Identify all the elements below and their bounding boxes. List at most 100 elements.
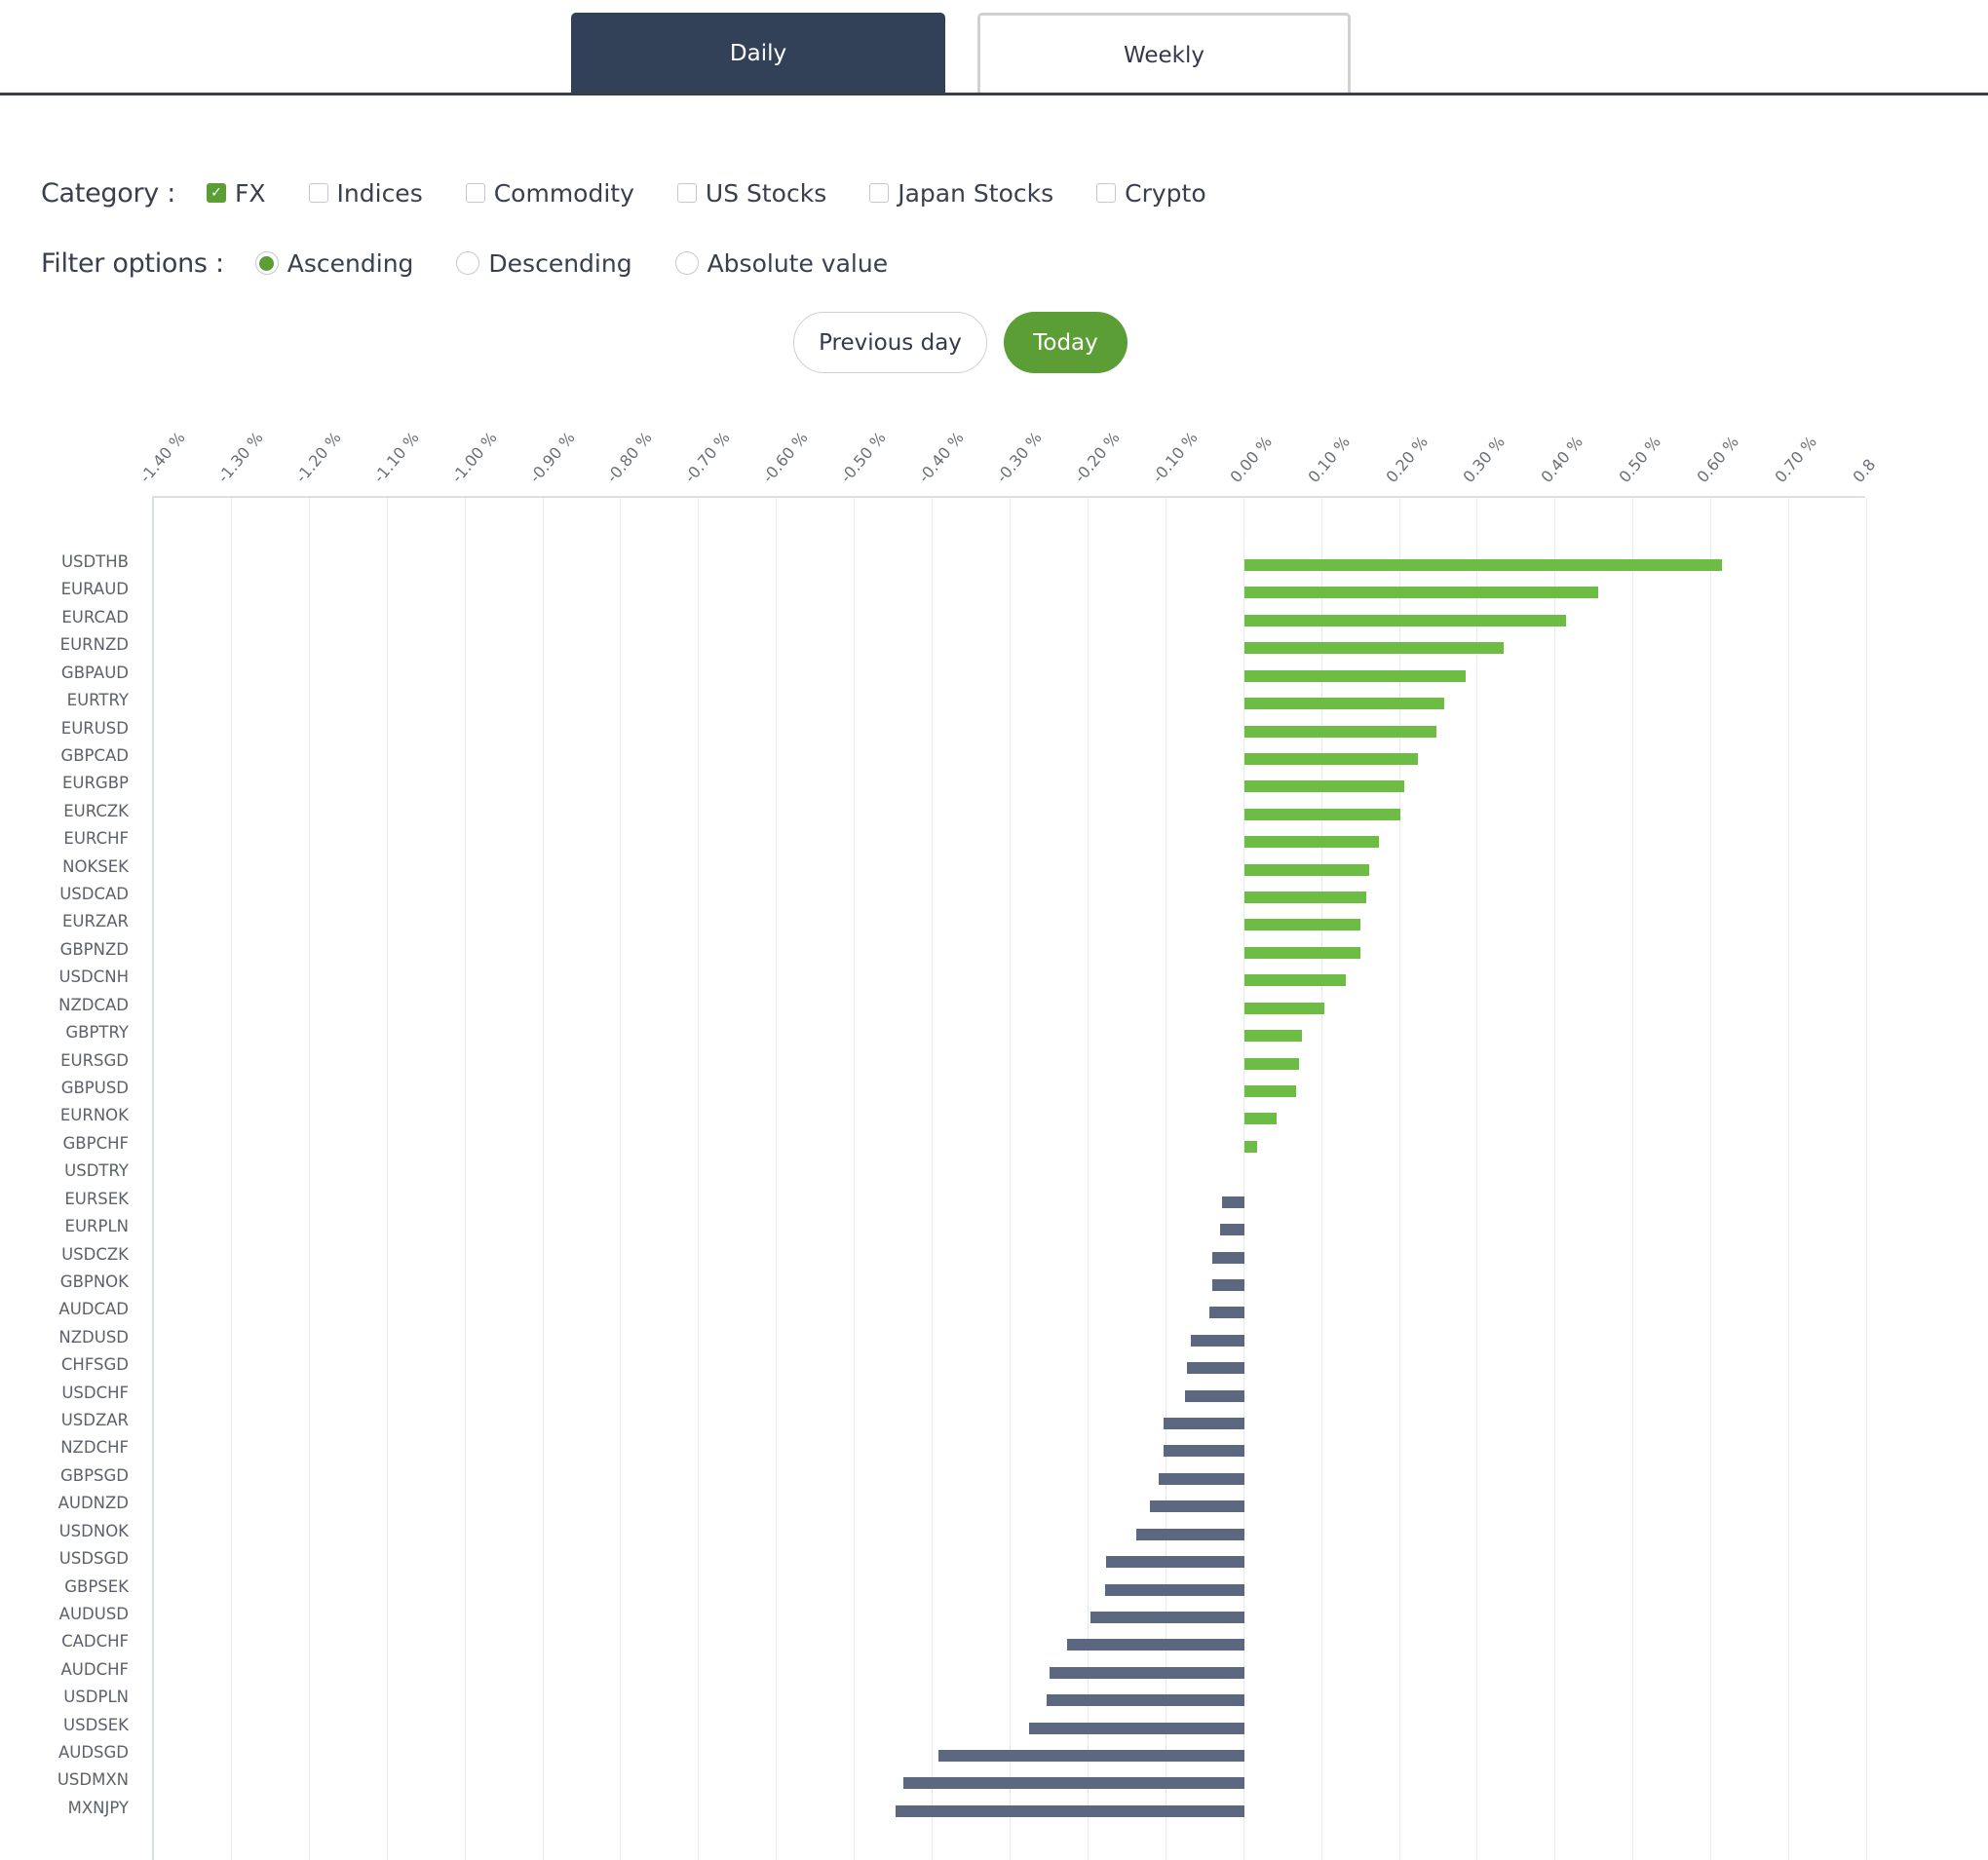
bar-eurgbp[interactable] [1243, 780, 1405, 793]
bar-gbpaud[interactable] [1243, 669, 1466, 682]
bar-eurcad[interactable] [1243, 614, 1566, 626]
radio-icon[interactable] [456, 251, 480, 275]
bar-mxnjpy[interactable] [895, 1804, 1244, 1817]
x-tick-label: -0.60 % [758, 428, 812, 486]
category-japan-stocks[interactable]: Japan Stocks [869, 179, 1053, 208]
tab-divider [0, 93, 1988, 95]
bar-usdczk[interactable] [1211, 1251, 1244, 1264]
bar-eurchf[interactable] [1243, 836, 1379, 849]
x-tick-label: 0.50 % [1615, 432, 1665, 486]
bar-usdmxn[interactable] [902, 1777, 1244, 1790]
bar-audnzd[interactable] [1150, 1500, 1244, 1513]
checkbox-icon[interactable] [1096, 183, 1117, 203]
bar-gbpcad[interactable] [1243, 752, 1418, 765]
category-label: EURUSD [60, 718, 129, 738]
bar-nzdcad[interactable] [1243, 1002, 1325, 1014]
bar-usdcad[interactable] [1243, 892, 1367, 904]
gridline [698, 498, 700, 1860]
radio-selected-icon[interactable] [254, 251, 279, 275]
bar-usdzar[interactable] [1164, 1418, 1244, 1430]
x-tick-label: 0.60 % [1693, 432, 1743, 486]
bar-eurnok[interactable] [1243, 1113, 1278, 1125]
gridline [230, 498, 232, 1860]
category-fx[interactable]: ✓ FX [207, 179, 266, 208]
bar-audsgd[interactable] [937, 1750, 1244, 1763]
bar-gbpchf[interactable] [1243, 1140, 1258, 1153]
x-tick-label: 0.30 % [1459, 432, 1510, 486]
filter-descending[interactable]: Descending [456, 249, 632, 278]
category-label: GBPUSD [60, 1078, 129, 1097]
bar-chfsgd[interactable] [1187, 1362, 1244, 1375]
bar-eurnzd[interactable] [1243, 642, 1504, 655]
bar-usdchf[interactable] [1184, 1389, 1244, 1402]
tab-weekly[interactable]: Weekly [977, 13, 1351, 95]
x-tick-label: 0.70 % [1771, 432, 1821, 486]
bar-usdnok[interactable] [1136, 1528, 1244, 1540]
bar-gbpsek[interactable] [1105, 1583, 1244, 1596]
bar-eurpln[interactable] [1219, 1224, 1244, 1236]
checkbox-icon[interactable] [308, 183, 328, 203]
bar-eurczk[interactable] [1243, 808, 1401, 820]
bar-nzdusd[interactable] [1190, 1334, 1244, 1347]
bar-eurtry[interactable] [1243, 698, 1445, 710]
category-label: USDTHB [60, 552, 129, 571]
category-label: AUDNZD [57, 1494, 129, 1513]
previous-day-button[interactable]: Previous day [793, 312, 987, 373]
x-tick-label: 0.10 % [1304, 432, 1354, 486]
sort-filter: Filter options : Ascending Descending Ab… [41, 244, 931, 283]
tab-daily[interactable]: Daily [571, 13, 945, 95]
gridline [1320, 498, 1322, 1860]
x-tick-label: -0.40 % [914, 428, 968, 486]
bar-gbpnok[interactable] [1211, 1278, 1244, 1291]
filter-options-label: Filter options : [41, 247, 224, 279]
bar-eurzar[interactable] [1243, 919, 1360, 931]
checkbox-icon[interactable] [869, 183, 890, 203]
bar-gbpsgd[interactable] [1158, 1472, 1244, 1485]
checkbox-icon[interactable] [676, 183, 697, 203]
bar-gbptry[interactable] [1243, 1030, 1302, 1043]
bar-usdthb[interactable] [1243, 559, 1723, 571]
bar-gbpusd[interactable] [1243, 1084, 1297, 1097]
today-button[interactable]: Today [1004, 312, 1128, 373]
performance-bar-chart: -1.40 % -1.30 % -1.20 % -1.10 % -1.00 % -0.90… [0, 409, 1988, 1860]
checkbox-checked-icon[interactable]: ✓ [207, 183, 227, 203]
bar-eursgd[interactable] [1243, 1057, 1299, 1070]
filter-absolute-value[interactable]: Absolute value [674, 248, 889, 278]
category-label: USDPLN [63, 1688, 129, 1707]
x-tick-label: -0.90 % [524, 428, 579, 486]
gridline [308, 498, 310, 1860]
bar-nzdchf[interactable] [1164, 1445, 1244, 1458]
category-label: NZDUSD [58, 1327, 129, 1347]
category-label: MXNJPY [67, 1798, 129, 1817]
category-crypto[interactable]: Crypto [1096, 179, 1206, 208]
filter-absolute-value-label: Absolute value [707, 248, 889, 278]
category-label: EURPLN [64, 1217, 129, 1236]
category-commodity[interactable]: Commodity [465, 179, 634, 208]
bar-usdpln[interactable] [1046, 1694, 1244, 1707]
filter-ascending[interactable]: Ascending [254, 249, 413, 278]
checkbox-icon[interactable] [465, 183, 485, 203]
gridline [1710, 498, 1712, 1860]
bar-audusd[interactable] [1090, 1611, 1244, 1623]
gridline [1087, 498, 1089, 1860]
bar-usdcnh[interactable] [1243, 974, 1347, 987]
bar-cadchf[interactable] [1067, 1639, 1244, 1651]
category-label: EURNOK [59, 1106, 129, 1125]
category-indices[interactable]: Indices [308, 179, 423, 208]
category-filter: Category : ✓ FX Indices Commodity US Sto… [41, 173, 1249, 212]
category-label: USDMXN [57, 1770, 129, 1790]
bar-eursek[interactable] [1222, 1196, 1244, 1208]
bar-usdsgd[interactable] [1106, 1556, 1244, 1569]
bar-eurusd[interactable] [1243, 725, 1437, 738]
radio-icon[interactable] [674, 251, 699, 275]
bar-audchf[interactable] [1049, 1666, 1244, 1679]
bar-usdsek[interactable] [1029, 1722, 1244, 1734]
category-label: NZDCAD [58, 995, 129, 1014]
bar-audcad[interactable] [1208, 1307, 1244, 1319]
gridline [1242, 498, 1244, 1860]
category-us-stocks[interactable]: US Stocks [676, 179, 826, 208]
bar-noksek[interactable] [1243, 863, 1369, 876]
x-tick-label: -1.20 % [291, 428, 345, 486]
bar-euraud[interactable] [1243, 587, 1599, 599]
bar-gbpnzd[interactable] [1243, 946, 1360, 959]
